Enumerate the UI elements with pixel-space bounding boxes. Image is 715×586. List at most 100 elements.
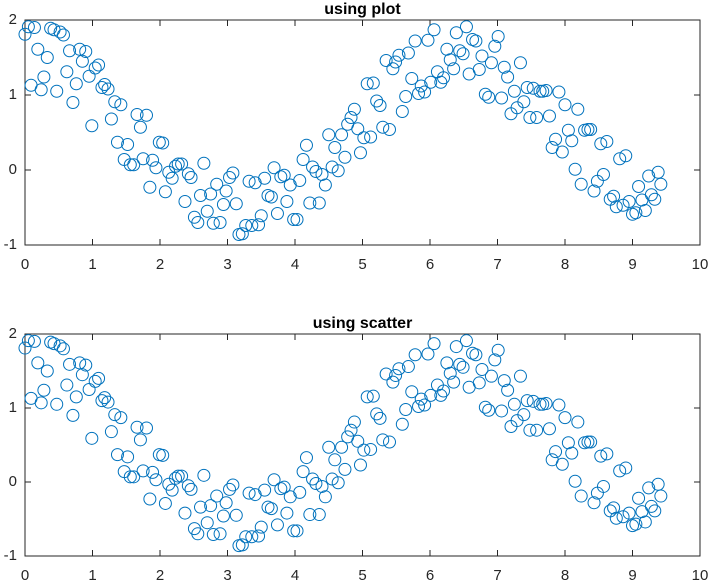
point — [395, 417, 409, 431]
point — [206, 216, 220, 230]
point — [175, 469, 189, 483]
point — [424, 388, 438, 402]
point — [568, 474, 582, 488]
point — [587, 184, 601, 198]
point — [143, 492, 157, 506]
point — [165, 171, 179, 185]
point — [351, 434, 365, 448]
point — [95, 394, 109, 408]
point — [581, 435, 595, 449]
point — [644, 188, 658, 202]
point — [114, 411, 128, 425]
point — [101, 82, 115, 96]
point — [85, 431, 99, 445]
point — [312, 196, 326, 210]
point — [66, 96, 80, 109]
point — [565, 134, 579, 148]
point — [229, 197, 243, 211]
point — [414, 79, 428, 93]
point — [520, 394, 534, 408]
point — [178, 195, 192, 208]
point — [200, 516, 214, 530]
point — [200, 204, 214, 218]
point — [53, 339, 67, 353]
point — [344, 423, 358, 437]
point — [127, 470, 141, 484]
point — [533, 397, 547, 411]
point — [357, 443, 371, 457]
point — [110, 448, 124, 462]
point — [293, 174, 307, 187]
point — [40, 364, 54, 378]
x-tick-label: 2 — [156, 567, 164, 584]
point — [239, 219, 253, 232]
point — [408, 34, 422, 48]
point — [75, 54, 89, 68]
point — [596, 479, 610, 493]
point — [318, 178, 332, 192]
point — [408, 348, 422, 362]
point — [322, 440, 336, 454]
y-tick-label: 2 — [9, 11, 17, 28]
point — [338, 150, 352, 164]
point — [121, 450, 135, 464]
point — [478, 400, 492, 414]
point — [75, 368, 89, 382]
y-tick-label: 0 — [9, 161, 17, 178]
point — [252, 529, 266, 543]
point — [303, 508, 317, 522]
point — [306, 160, 320, 174]
point — [146, 153, 160, 167]
point — [482, 403, 496, 417]
point — [619, 461, 633, 475]
point — [53, 25, 67, 39]
point — [609, 200, 623, 214]
point — [447, 62, 461, 76]
point — [69, 77, 83, 91]
point — [609, 511, 623, 525]
y-tick-label: 0 — [9, 473, 17, 490]
point — [379, 54, 393, 67]
point — [642, 481, 656, 495]
point — [389, 368, 403, 382]
x-tick-label: 3 — [223, 567, 231, 584]
point — [539, 84, 553, 97]
point — [344, 111, 358, 124]
point — [648, 504, 662, 518]
point — [472, 376, 486, 390]
point — [619, 149, 633, 163]
point — [210, 177, 224, 191]
point — [632, 491, 646, 505]
point — [475, 363, 489, 377]
point — [303, 196, 317, 210]
point — [293, 485, 307, 499]
point — [364, 442, 378, 456]
point — [213, 216, 227, 229]
point — [223, 171, 237, 184]
point — [549, 445, 563, 459]
point — [600, 135, 614, 148]
point — [287, 524, 301, 538]
point — [401, 360, 415, 374]
x-tick-label: 8 — [561, 256, 569, 273]
point — [412, 87, 426, 100]
point — [56, 28, 70, 42]
point — [364, 130, 378, 144]
point — [622, 506, 636, 520]
point — [267, 161, 281, 175]
point — [223, 482, 237, 496]
point — [133, 433, 147, 447]
point — [376, 433, 390, 447]
point — [484, 56, 498, 70]
point — [296, 465, 310, 479]
point — [204, 187, 218, 201]
point — [158, 185, 172, 199]
point — [427, 23, 441, 37]
point — [50, 397, 64, 411]
point — [607, 501, 621, 515]
x-tick-label: 9 — [628, 256, 636, 273]
point — [63, 44, 77, 58]
point — [523, 111, 537, 124]
point — [239, 530, 253, 544]
point — [395, 105, 409, 118]
